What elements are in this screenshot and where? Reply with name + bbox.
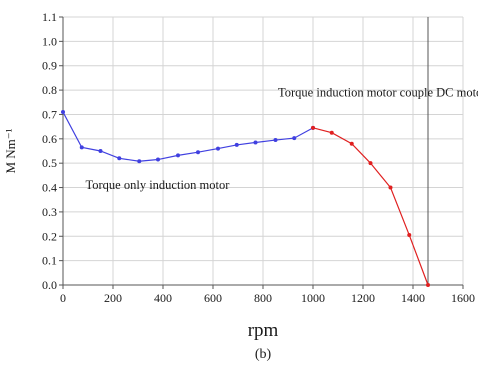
x-tick-label: 800 (254, 291, 272, 305)
data-point (253, 140, 258, 145)
y-tick-label: 0.6 (42, 132, 57, 146)
y-tick-label: 0.2 (42, 229, 57, 243)
data-point (349, 141, 354, 146)
x-tick-label: 0 (60, 291, 66, 305)
y-tick-label: 1.1 (42, 10, 57, 24)
annotation-induction-only: Torque only induction motor (86, 178, 231, 192)
data-point (79, 145, 84, 150)
data-point (292, 136, 297, 141)
x-tick-label: 1400 (401, 291, 425, 305)
x-tick-label: 1200 (351, 291, 375, 305)
series-line-1 (312, 127, 429, 286)
x-tick-label: 400 (154, 291, 172, 305)
y-tick-label: 0.8 (42, 83, 57, 97)
data-point (61, 110, 65, 115)
y-tick-label: 0.0 (42, 278, 57, 292)
data-point (98, 149, 103, 153)
x-axis-title: rpm (248, 320, 279, 341)
y-tick-label: 1.0 (42, 34, 57, 48)
data-point (426, 283, 430, 287)
data-point (388, 185, 393, 190)
y-tick-label: 0.4 (42, 181, 57, 195)
y-tick-label: 0.1 (42, 254, 57, 268)
x-tick-label: 600 (204, 291, 222, 305)
y-tick-label: 0.7 (42, 107, 57, 121)
x-tick-label: 200 (104, 291, 122, 305)
data-point (234, 142, 239, 147)
y-tick-labels: 0.0 0.1 0.2 0.3 0.4 0.5 0.6 0.7 0.8 0.9 1.0 1.1 (42, 10, 57, 292)
data-point (311, 125, 315, 130)
data-point (368, 161, 373, 166)
y-axis-title: M Nm⁻¹ (3, 128, 18, 173)
series-lines (62, 111, 429, 286)
data-point (137, 159, 142, 164)
y-tick-label: 0.9 (42, 59, 57, 73)
annotation-dc-motor: Torque induction motor couple DC motor (278, 86, 478, 100)
data-point (196, 150, 200, 155)
axes (59, 16, 464, 289)
y-tick-label: 0.3 (42, 205, 57, 219)
x-tick-label: 1600 (451, 291, 475, 305)
data-point (216, 146, 220, 151)
data-point (329, 130, 334, 135)
x-tick-label: 1000 (301, 291, 325, 305)
data-point (407, 233, 412, 238)
y-tick-label: 0.5 (42, 156, 57, 170)
data-point (117, 156, 122, 161)
data-point (273, 138, 278, 143)
series-line-0 (62, 111, 314, 162)
data-point (156, 157, 160, 162)
figure-caption: (b) (255, 347, 272, 362)
series-points (61, 110, 430, 287)
x-tick-labels: 0 200 400 600 800 1000 1200 1400 1600 (60, 291, 475, 305)
data-point (176, 153, 180, 158)
grid (62, 16, 464, 286)
